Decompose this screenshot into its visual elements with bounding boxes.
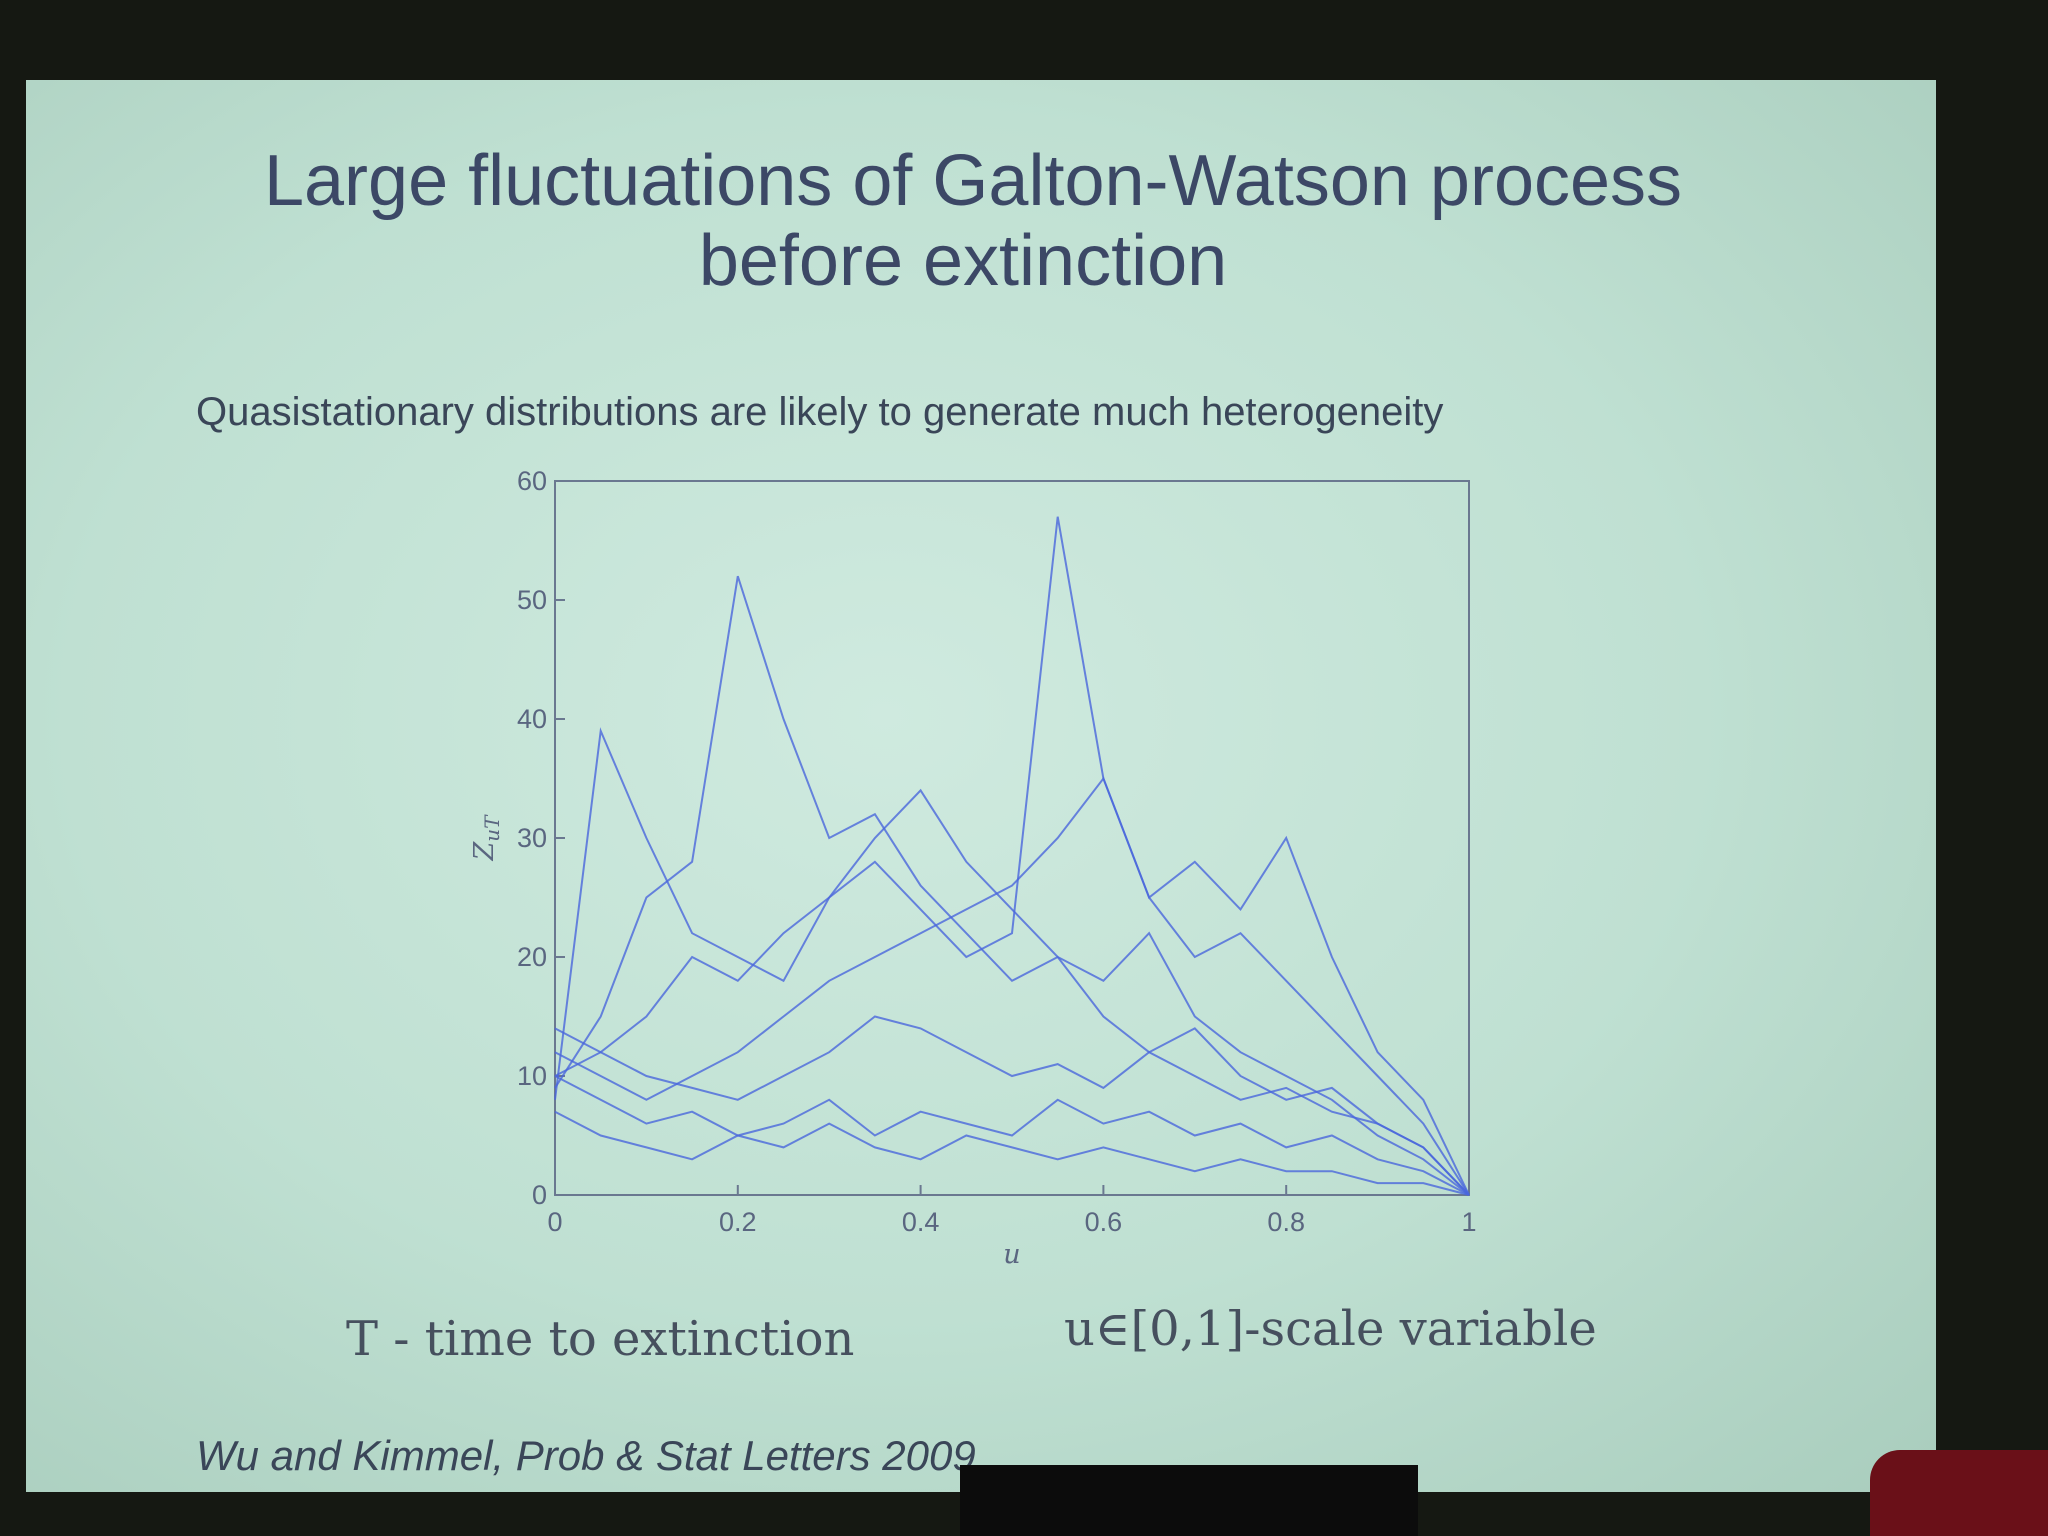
x-axis-label: u (1003, 1239, 1020, 1270)
note: u∈[0,1]-scale variable (1064, 1301, 1597, 1357)
y-tick-label: 0 (532, 1180, 547, 1210)
trajectory (554, 1075, 1470, 1196)
y-tick-label: 40 (517, 704, 547, 734)
trajectory (554, 1110, 1470, 1196)
y-tick-label: 10 (517, 1061, 547, 1091)
slide (26, 80, 1936, 1492)
y-axis-label-main: Z (469, 841, 500, 862)
x-tick-label: 0.2 (719, 1207, 757, 1237)
x-tick-label: 0.8 (1267, 1207, 1305, 1237)
title-line: before extinction (699, 221, 1227, 301)
x-tick-label: 0 (547, 1207, 562, 1237)
trajectory (554, 727, 1470, 1196)
y-tick-label: 20 (517, 942, 547, 972)
x-tick-label: 0.6 (1085, 1207, 1123, 1237)
title-line: Large fluctuations of Galton-Watson proc… (264, 141, 1682, 221)
note: T - time to extinction (346, 1311, 854, 1367)
x-tick-label: 0.4 (902, 1207, 940, 1237)
y-axis-label-sub: uT (480, 814, 504, 842)
y-tick-label: 60 (517, 466, 547, 496)
trajectory (554, 1015, 1470, 1196)
y-tick-label: 30 (517, 823, 547, 853)
trajectory (554, 776, 1470, 1196)
chair (1870, 1450, 2048, 1536)
y-axis-label: ZuT (469, 814, 504, 862)
y-tick-label: 50 (517, 585, 547, 615)
laptop (960, 1465, 1418, 1536)
subtitle: Quasistationary distributions are likely… (196, 390, 1443, 434)
x-tick-label: 1 (1461, 1207, 1476, 1237)
citation: Wu and Kimmel, Prob & Stat Letters 2009 (196, 1432, 976, 1479)
trajectory (554, 516, 1470, 1196)
